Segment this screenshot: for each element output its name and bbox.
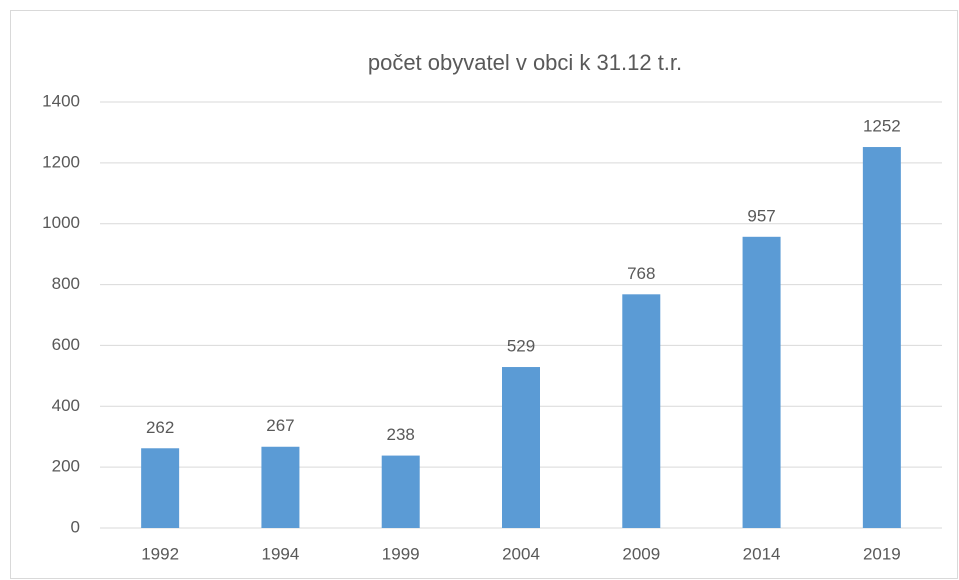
data-label: 238: [387, 425, 415, 444]
bar: [622, 294, 661, 528]
y-tick-label: 1000: [42, 213, 80, 232]
bar: [742, 236, 781, 528]
bar: [261, 446, 300, 528]
x-tick-label: 1994: [262, 544, 300, 563]
x-tick-label: 2009: [622, 544, 660, 563]
y-tick-label: 400: [52, 396, 80, 415]
y-tick-label: 1400: [42, 91, 80, 110]
data-label: 262: [146, 418, 174, 437]
x-tick-label: 2004: [502, 544, 540, 563]
bar: [381, 455, 420, 528]
x-tick-label: 1992: [141, 544, 179, 563]
chart-title: počet obyvatel v obci k 31.12 t.r.: [368, 50, 682, 75]
x-tick-label: 1999: [382, 544, 420, 563]
bar: [502, 367, 540, 528]
y-tick-label: 800: [52, 274, 80, 293]
y-tick-label: 0: [71, 517, 80, 536]
data-label: 768: [627, 264, 655, 283]
data-label: 267: [266, 416, 294, 435]
bar: [862, 147, 901, 528]
bar: [141, 448, 180, 528]
data-label: 957: [747, 206, 775, 225]
x-tick-label: 2014: [743, 544, 781, 563]
data-label: 1252: [863, 117, 901, 136]
y-tick-label: 1200: [42, 152, 80, 171]
y-tick-label: 600: [52, 335, 80, 354]
x-tick-label: 2019: [863, 544, 901, 563]
y-tick-label: 200: [52, 457, 80, 476]
data-label: 529: [507, 337, 535, 356]
